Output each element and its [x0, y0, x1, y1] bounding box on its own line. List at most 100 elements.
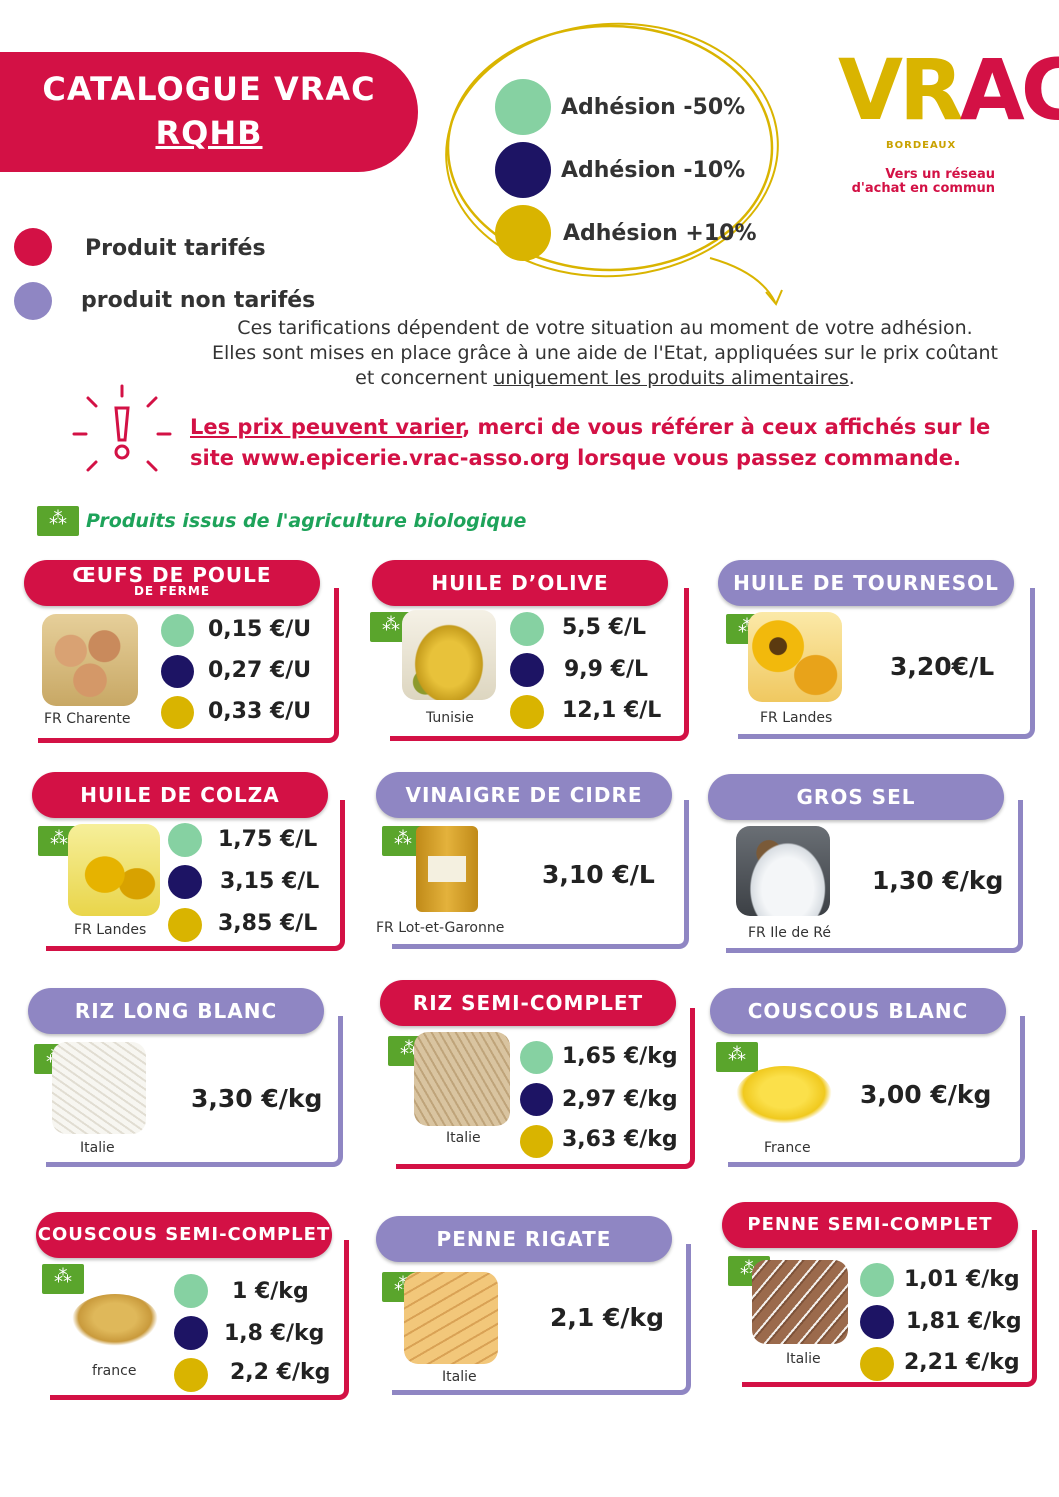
product-origin: Tunisie	[426, 710, 474, 726]
adhesion-minus10-dot	[495, 142, 551, 198]
price-dot-minus10	[161, 655, 194, 688]
price-dot-minus50	[860, 1263, 894, 1297]
price-dot-plus10	[520, 1125, 553, 1158]
alert-icon	[72, 384, 172, 472]
unpriced-legend-dot	[14, 282, 52, 320]
price-dot-plus10	[860, 1347, 894, 1381]
price-dot-plus10	[174, 1358, 208, 1392]
price-dot-minus10	[510, 653, 544, 687]
vrac-logo: VRAC BORDEAUX Vers un réseau d'achat en …	[838, 48, 1059, 198]
catalogue-banner: CATALOGUE VRAC RQHB	[0, 52, 418, 172]
price-minus10: 9,9 €/L	[564, 657, 648, 682]
price-plus10: 3,63 €/kg	[562, 1127, 678, 1152]
product-title: COUSCOUS SEMI-COMPLET	[36, 1212, 332, 1258]
product-card-vinaigre: VINAIGRE DE CIDRE FR Lot-et-Garonne 3,10…	[374, 772, 694, 952]
price-plus10: 12,1 €/L	[562, 698, 662, 723]
product-origin: FR Landes	[760, 710, 833, 726]
price-plus10: 2,2 €/kg	[230, 1360, 331, 1385]
brown-rice-photo	[414, 1032, 510, 1126]
product-origin: France	[764, 1140, 811, 1156]
adhesion-minus10-label: Adhésion -10%	[561, 158, 746, 183]
food-products-underline: uniquement les produits alimentaires	[493, 367, 849, 389]
product-title: GROS SEL	[708, 774, 1004, 820]
product-title: RIZ SEMI-COMPLET	[380, 980, 676, 1026]
product-origin: FR Landes	[74, 922, 147, 938]
price-dot-plus10	[510, 695, 544, 729]
price-minus10: 2,97 €/kg	[562, 1087, 678, 1112]
price-dot-minus10	[860, 1305, 894, 1339]
catalogue-subtitle: RQHB	[155, 114, 263, 152]
product-title: PENNE RIGATE	[376, 1216, 672, 1262]
eu-organic-leaf-icon	[716, 1042, 758, 1072]
price-minus50: 1 €/kg	[232, 1279, 309, 1304]
price-minus50: 0,15 €/U	[208, 617, 312, 642]
price-dot-minus10	[168, 865, 202, 899]
price-plus10: 0,33 €/U	[208, 699, 312, 724]
price-dot-minus50	[168, 823, 202, 857]
sunflower-oil-photo	[748, 612, 842, 702]
price-dot-plus10	[168, 908, 202, 942]
unpriced-legend-label: produit non tarifés	[81, 288, 316, 313]
price-single: 3,10 €/L	[542, 860, 655, 889]
product-card-rizblanc: RIZ LONG BLANC Italie 3,30 €/kg	[28, 988, 348, 1170]
product-origin: Italie	[80, 1140, 115, 1156]
adhesion-minus50-dot	[495, 79, 551, 135]
rapeseed-oil-photo	[68, 824, 160, 916]
price-single: 1,30 €/kg	[872, 866, 1004, 895]
product-title: COUSCOUS BLANC	[710, 988, 1006, 1034]
price-minus50: 1,65 €/kg	[562, 1044, 678, 1069]
price-minus10: 1,8 €/kg	[224, 1321, 325, 1346]
price-plus10: 2,21 €/kg	[904, 1350, 1020, 1375]
price-single: 3,20€/L	[890, 652, 995, 681]
eggs-photo	[42, 614, 138, 706]
vrac-city: BORDEAUX	[886, 140, 957, 151]
product-card-olive: HUILE D’OLIVE Tunisie 5,5 €/L 9,9 €/L 12…	[370, 560, 690, 741]
price-dot-minus10	[174, 1316, 208, 1350]
product-card-couscousblanc: COUSCOUS BLANC France 3,00 €/kg	[710, 988, 1030, 1170]
catalogue-title: CATALOGUE VRAC	[42, 70, 376, 108]
price-dot-minus50	[174, 1274, 208, 1308]
price-minus50: 1,75 €/L	[218, 827, 318, 852]
organic-label: Produits issus de l'agriculture biologiq…	[86, 510, 527, 532]
product-title: HUILE DE TOURNESOL	[718, 560, 1014, 606]
price-warning: Les prix peuvent varier, merci de vous r…	[190, 415, 991, 470]
product-origin: FR Charente	[44, 711, 131, 727]
vrac-wordmark: VRAC	[838, 41, 1059, 139]
price-single: 3,30 €/kg	[191, 1084, 323, 1113]
adhesion-minus50-label: Adhésion -50%	[561, 95, 746, 120]
white-rice-photo	[52, 1042, 146, 1134]
olive-oil-photo	[402, 610, 496, 700]
product-origin: FR Lot-et-Garonne	[376, 920, 505, 936]
price-minus10: 3,15 €/L	[220, 869, 320, 894]
price-minus50: 1,01 €/kg	[904, 1267, 1020, 1292]
price-dot-minus10	[520, 1083, 553, 1116]
product-card-oeufs: ŒUFS DE POULE DE FERME FR Charente 0,15 …	[22, 560, 342, 743]
product-origin: Italie	[442, 1369, 477, 1385]
price-dot-minus50	[510, 612, 544, 646]
eu-organic-leaf-icon	[37, 506, 79, 536]
price-dot-minus50	[161, 614, 194, 647]
price-dot-minus50	[520, 1041, 553, 1074]
wholewheat-couscous-photo	[72, 1294, 158, 1346]
white-couscous-photo	[736, 1066, 832, 1124]
cider-vinegar-photo	[416, 826, 478, 912]
product-card-sel: GROS SEL FR Ile de Ré 1,30 €/kg	[708, 772, 1028, 954]
priced-legend-label: Produit tarifés	[85, 236, 266, 261]
product-card-tournesol: HUILE DE TOURNESOL FR Landes 3,20€/L	[718, 560, 1038, 740]
product-card-couscouscomplet: COUSCOUS SEMI-COMPLET france 1 €/kg 1,8 …	[34, 1212, 354, 1402]
product-origin: Italie	[786, 1351, 821, 1367]
product-card-pennecomplet: PENNE SEMI-COMPLET Italie 1,01 €/kg 1,81…	[722, 1202, 1042, 1392]
coarse-salt-photo	[736, 826, 830, 916]
price-minus10: 1,81 €/kg	[906, 1309, 1022, 1334]
price-plus10: 3,85 €/L	[218, 911, 318, 936]
product-title: PENNE SEMI-COMPLET	[722, 1202, 1018, 1248]
eu-organic-leaf-icon	[42, 1264, 84, 1294]
product-card-colza: HUILE DE COLZA FR Landes 1,75 €/L 3,15 €…	[30, 772, 350, 952]
price-single: 3,00 €/kg	[860, 1080, 992, 1109]
product-title: HUILE D’OLIVE	[372, 560, 668, 606]
price-dot-plus10	[161, 696, 194, 729]
product-title: RIZ LONG BLANC	[28, 988, 324, 1034]
adhesion-plus10-dot	[495, 205, 551, 261]
product-origin: france	[92, 1363, 137, 1379]
price-single: 2,1 €/kg	[550, 1303, 665, 1332]
